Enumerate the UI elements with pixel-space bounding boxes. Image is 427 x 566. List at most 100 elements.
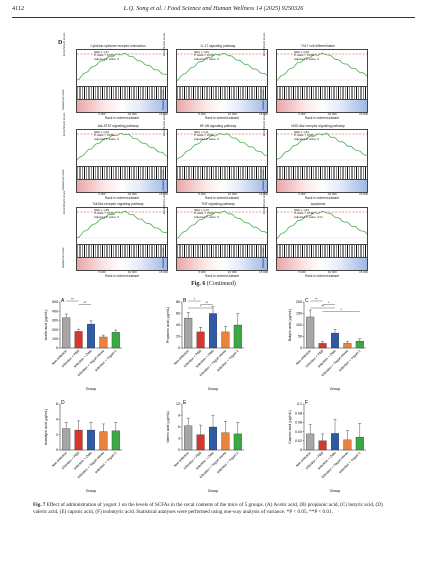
y-tick-label: 0 bbox=[300, 448, 302, 452]
x-axis-label: Rank in ordered dataset bbox=[304, 116, 340, 120]
y-tick-label: 0 bbox=[300, 346, 302, 350]
bar bbox=[209, 313, 217, 349]
gsea-title: Jak-STAT signaling pathway bbox=[97, 124, 139, 128]
x-tick-label: 10 000 bbox=[227, 192, 237, 196]
gsea-title: Th17 cell differentiation bbox=[300, 44, 336, 48]
bar bbox=[111, 332, 120, 349]
y-tick-label: 2 bbox=[56, 433, 58, 437]
significance-marker: * bbox=[194, 298, 196, 302]
gene-hit-barcode bbox=[176, 244, 268, 258]
fig6-caption-text: (Continued) bbox=[205, 281, 236, 287]
adjusted-p-value: Adjusted P value: 0 bbox=[94, 136, 119, 141]
bar bbox=[62, 317, 71, 349]
x-tick-label: 10 000 bbox=[127, 270, 137, 274]
p-value: P value < 0.001 bbox=[194, 211, 215, 216]
x-axis-label: Rank in ordered dataset bbox=[304, 274, 340, 278]
y-axis-label-rm: Ranked list metric bbox=[262, 89, 265, 110]
fig6-caption: Fig. 6 (Continued) bbox=[0, 281, 427, 287]
gsea-stats: NES = 2.08 P value < 0.001 Adjusted P valu… bbox=[294, 50, 319, 61]
x-axis-label: Rank in ordered dataset bbox=[104, 274, 140, 278]
gene-hit-barcode bbox=[276, 244, 368, 258]
bar bbox=[221, 432, 230, 451]
bar bbox=[196, 331, 205, 349]
y-axis-label-rm: Ranked list metric bbox=[162, 247, 165, 268]
gsea-title: Toll-like receptor signaling pathway bbox=[92, 202, 144, 206]
ranked-metric-strip bbox=[76, 257, 168, 271]
bar-chart-svg: F 0 0.02 0.04 0.06 0.08 0.1 Caproic acid (μg/mL… bbox=[288, 400, 366, 493]
x-tick-label: 15 000 bbox=[359, 270, 368, 274]
significance-marker: ** bbox=[315, 298, 318, 302]
bar bbox=[184, 425, 193, 451]
x-axis-label: Group bbox=[208, 489, 219, 493]
y-axis-label: Acetic acid (μg/mL) bbox=[44, 310, 48, 341]
fig7-caption: Fig. 7 Effect of administration of yogur… bbox=[33, 502, 394, 516]
gsea-stats: NES = 1.96 P value < 0.001 Adjusted P valu… bbox=[194, 50, 219, 61]
panel-label: C bbox=[305, 298, 309, 304]
y-tick-label: 0.08 bbox=[295, 411, 302, 415]
bar bbox=[233, 324, 242, 349]
bar bbox=[87, 323, 95, 349]
y-tick-label: 60 bbox=[176, 312, 180, 316]
page-number: 4112 bbox=[12, 5, 25, 12]
x-tick-label: 10 000 bbox=[127, 112, 137, 116]
gsea-stats: NES = 2.00 P value < 0.001 Adjusted P valu… bbox=[94, 130, 119, 141]
gsea-title: NF-kB signaling pathway bbox=[199, 124, 237, 128]
y-tick-label: 80 bbox=[176, 300, 180, 304]
gsea-panel: NF-kB signaling pathway NES = 2.11 P value… bbox=[162, 113, 268, 232]
journal-citation: L.Q. Song et al. / Food Science and Huma… bbox=[123, 5, 304, 12]
gsea-title: IL-17 signaling pathway bbox=[200, 44, 236, 48]
y-tick-label: 0.04 bbox=[295, 430, 302, 434]
ranked-metric-strip bbox=[276, 179, 368, 193]
x-tick-label: 15 000 bbox=[259, 270, 268, 274]
x-axis-label: Group bbox=[330, 387, 341, 391]
x-ticks: 5 000 10 000 15 000 bbox=[276, 192, 368, 196]
p-value: P value < 0.001 bbox=[94, 133, 115, 138]
adjusted-p-value: Adjusted P value: 0 bbox=[94, 56, 119, 61]
y-axis-label: Propionic acid (μg/mL) bbox=[166, 307, 170, 343]
gene-hit-barcode bbox=[176, 166, 268, 180]
x-axis-label: Group bbox=[86, 387, 97, 391]
x-ticks: 5 000 10 000 15 000 bbox=[76, 112, 168, 116]
x-ticks: 5 000 10 000 15 000 bbox=[276, 270, 368, 274]
enrichment-curve bbox=[277, 52, 367, 82]
gsea-title: Apoptosis bbox=[310, 202, 326, 206]
x-tick-label: 5 000 bbox=[298, 112, 306, 116]
x-tick-label: 10 000 bbox=[327, 192, 337, 196]
x-tick-label: 15 000 bbox=[359, 112, 368, 116]
fig7-caption-text: Effect of administration of yogurt 1 on … bbox=[33, 502, 383, 515]
x-tick-label: 10 000 bbox=[227, 112, 237, 116]
nes-value: NES = 1.97 bbox=[94, 50, 109, 54]
adjusted-p-value: Adjusted P value: 0 bbox=[294, 136, 319, 141]
bar bbox=[318, 440, 327, 451]
enrichment-plot bbox=[176, 207, 268, 245]
y-tick-label: 6 bbox=[56, 402, 58, 406]
y-tick-label: 0 bbox=[56, 448, 58, 452]
y-tick-label: 3 bbox=[178, 437, 180, 441]
y-tick-label: 20 bbox=[176, 335, 180, 339]
y-tick-label: 100 bbox=[296, 323, 302, 327]
header-rule bbox=[12, 17, 415, 18]
y-tick-label: 200 bbox=[296, 300, 302, 304]
y-axis-label: Butyric acid (μg/mL) bbox=[288, 309, 292, 341]
gene-hit-barcode bbox=[176, 86, 268, 100]
gene-hit-barcode bbox=[276, 166, 368, 180]
x-axis-label: Group bbox=[208, 387, 219, 391]
y-tick-label: 400 bbox=[52, 309, 58, 313]
scfa-bar-chart-a: A 0 100 200 300 400 500 Acetic acid (μg/mL) Non-… bbox=[38, 296, 148, 416]
enrichment-plot bbox=[176, 49, 268, 87]
bar bbox=[355, 436, 364, 451]
y-axis-label-rm: Ranked list metric bbox=[62, 247, 65, 268]
x-ticks: 5 000 10 000 15 000 bbox=[76, 270, 168, 274]
gsea-title: NOD-like receptor signaling pathway bbox=[291, 124, 345, 128]
enrichment-plot bbox=[76, 207, 168, 245]
y-tick-label: 50 bbox=[298, 335, 302, 339]
y-axis-label-rm: Ranked list metric bbox=[62, 89, 65, 110]
y-axis-label: Isobutyric acid (μg/mL) bbox=[44, 409, 48, 445]
adjusted-p-value: Adjusted P value: 0 bbox=[194, 214, 219, 219]
adjusted-p-value: Adjusted P value: 0 bbox=[194, 56, 219, 61]
x-tick-label: 5 000 bbox=[298, 192, 306, 196]
x-axis-label: Group bbox=[330, 489, 341, 493]
y-tick-label: 0 bbox=[56, 346, 58, 350]
